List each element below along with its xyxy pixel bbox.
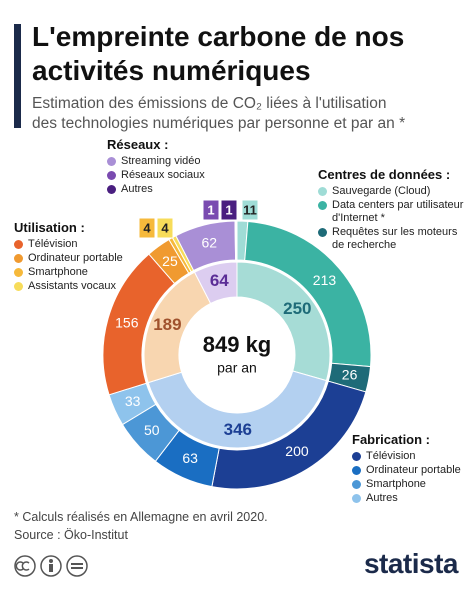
value-label: 25: [162, 253, 178, 269]
source: Source : Öko-Institut: [14, 528, 128, 542]
legend-swatch: [107, 157, 116, 166]
value-label: 26: [342, 367, 358, 383]
legend: Centres de données : Sauvegarde (Cloud) Da…: [318, 167, 468, 253]
logo: statista: [363, 548, 459, 579]
legend-label: Smartphone: [28, 266, 88, 278]
value-box: [202, 199, 220, 221]
group-total: 64: [210, 271, 229, 290]
legend: Fabrication : Télévision Ordinateur portab…: [352, 432, 472, 506]
legend-label: Data centers par utilisateur d'Internet …: [332, 199, 464, 224]
legend: Réseaux : Streaming vidéo Réseaux sociaux A…: [107, 137, 217, 197]
legend-swatch: [14, 254, 23, 263]
legend-label: Streaming vidéo: [121, 155, 201, 167]
legend-item: Télévision: [352, 450, 472, 463]
legend-label: Télévision: [28, 238, 78, 250]
legend-item: Télévision: [14, 238, 124, 251]
group-total: 189: [153, 315, 181, 334]
subtitle-line: des technologies numériques par personne…: [32, 115, 406, 132]
value-box: [138, 217, 156, 239]
legend: Utilisation : Télévision Ordinateur portab…: [14, 220, 124, 294]
legend-label: Sauvegarde (Cloud): [332, 185, 431, 197]
legend-title: Utilisation :: [14, 220, 85, 235]
legend-swatch: [318, 201, 327, 210]
center-sublabel: par an: [217, 360, 257, 376]
note: * Calculs réalisés en Allemagne en avril…: [14, 510, 268, 524]
value-label: 200: [285, 443, 309, 459]
value-label: 4: [143, 220, 151, 235]
legend-swatch: [14, 268, 23, 277]
value-label: 1: [225, 202, 232, 217]
legend-label: Assistants vocaux: [28, 280, 117, 292]
center-label: 849 kg: [203, 332, 272, 357]
legend-label: Ordinateur portable: [366, 464, 461, 476]
legend-swatch: [352, 466, 361, 475]
legend-title: Réseaux :: [107, 137, 169, 152]
value-label: 156: [115, 315, 139, 331]
legend-item: Assistants vocaux: [14, 280, 124, 293]
legend-swatch: [107, 185, 116, 194]
legend-item: Autres: [352, 492, 472, 505]
legend-item: Streaming vidéo: [107, 155, 217, 168]
legend-title: Fabrication :: [352, 432, 431, 447]
value-label: 213: [313, 272, 337, 288]
legend-label: Ordinateur portable: [28, 252, 123, 264]
value-box: [156, 217, 174, 239]
legend-label: Smartphone: [366, 478, 426, 490]
legend-swatch: [14, 282, 23, 291]
value-box: [220, 199, 238, 221]
value-label: 33: [125, 393, 141, 409]
legend-label: Requêtes sur les moteurs de recherche: [332, 226, 458, 251]
segment: [235, 220, 238, 261]
value-label: 62: [202, 235, 218, 251]
legend-label: Autres: [121, 183, 153, 195]
value-label: 63: [182, 450, 198, 466]
title: L'empreinte carbone de nos activités num…: [32, 21, 405, 86]
legend-item: Réseaux sociaux: [107, 169, 217, 182]
value-label: 11: [243, 202, 257, 217]
group-total: 346: [224, 420, 252, 439]
legend-swatch: [14, 240, 23, 249]
legend-item: Smartphone: [352, 478, 472, 491]
license-icons: [14, 555, 88, 577]
title-bar: [14, 24, 21, 128]
footer: * Calculs réalisés en Allemagne en avril…: [14, 508, 268, 544]
legend-label: Autres: [366, 492, 398, 504]
legend-item: Ordinateur portable: [14, 252, 124, 265]
legend-label: Télévision: [366, 450, 416, 462]
legend-item: Data centers par utilisateur d'Internet …: [318, 199, 468, 225]
value-label: 1: [207, 202, 214, 217]
legend-swatch: [107, 171, 116, 180]
legend-label: Réseaux sociaux: [121, 169, 205, 181]
subtitle: Estimation des émissions de CO₂ liées à …: [32, 94, 462, 134]
value-label: 50: [144, 422, 160, 438]
legend-item: Requêtes sur les moteurs de recherche: [318, 226, 468, 252]
value-label: 4: [161, 220, 169, 235]
legend-item: Sauvegarde (Cloud): [318, 185, 468, 198]
legend-item: Ordinateur portable: [352, 464, 472, 477]
group-total: 250: [283, 299, 311, 318]
legend-swatch: [352, 480, 361, 489]
legend-swatch: [318, 187, 327, 196]
legend-swatch: [352, 494, 361, 503]
subtitle-line: Estimation des émissions de CO₂ liées à …: [32, 95, 387, 112]
legend-swatch: [318, 228, 327, 237]
legend-item: Smartphone: [14, 266, 124, 279]
legend-item: Autres: [107, 183, 217, 196]
value-box: [241, 199, 259, 221]
legend-swatch: [352, 452, 361, 461]
center-hole: [179, 297, 295, 413]
legend-title: Centres de données :: [318, 167, 451, 182]
